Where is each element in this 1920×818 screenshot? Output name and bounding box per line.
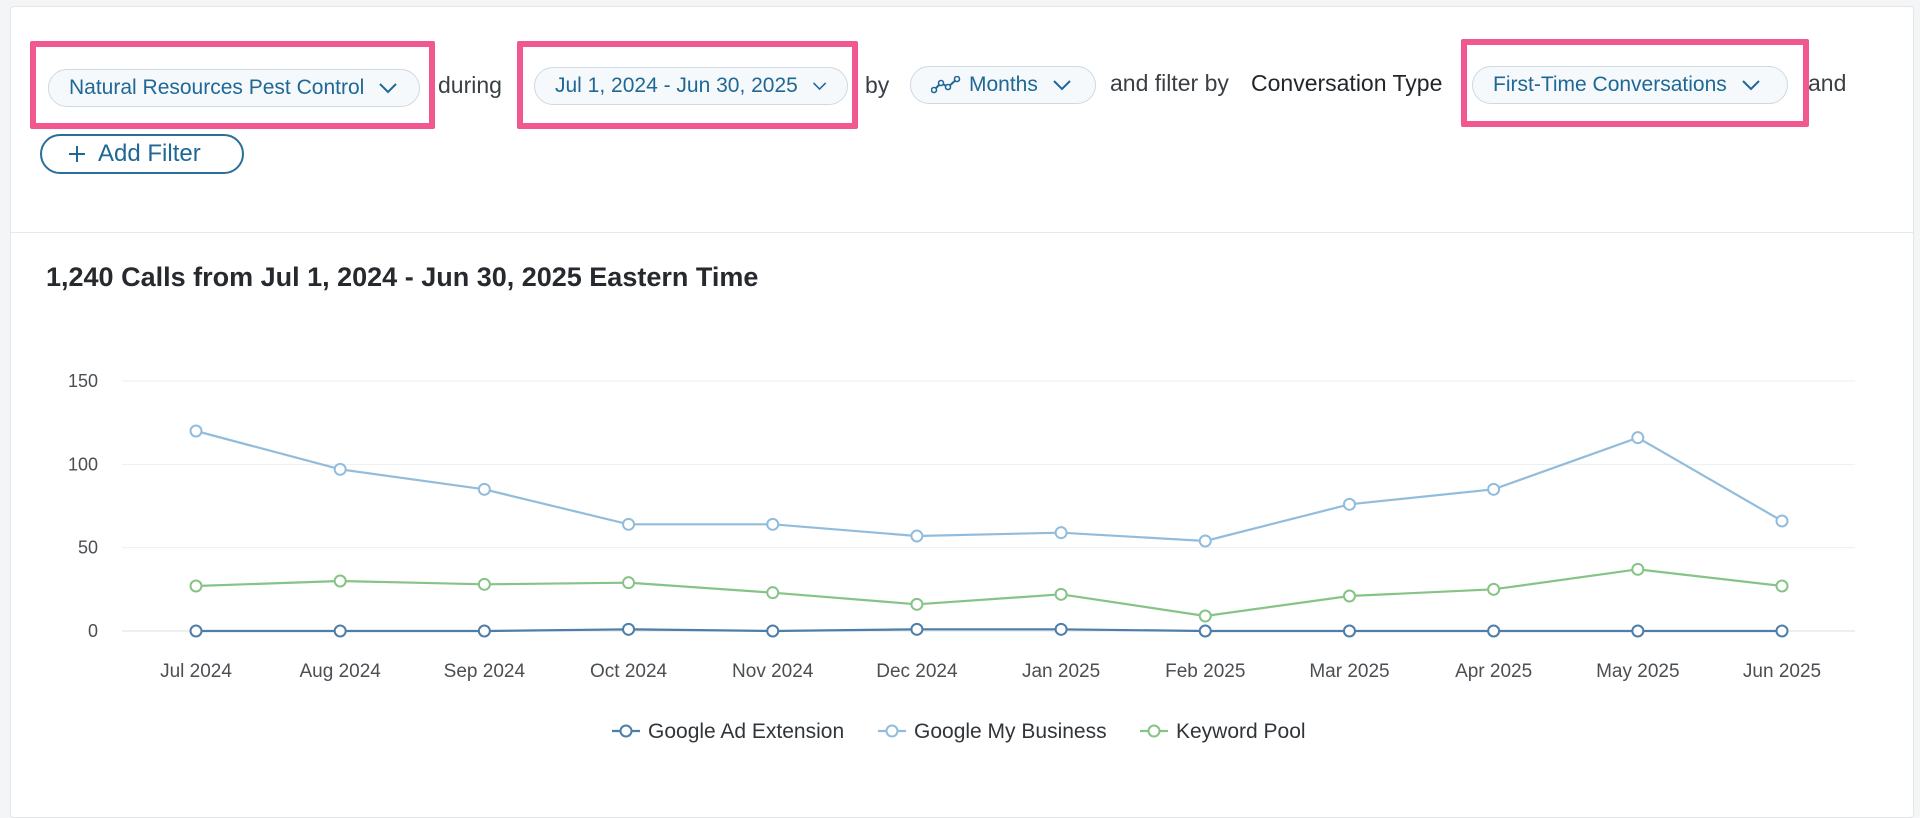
x-tick-label: Apr 2025 bbox=[1455, 661, 1532, 682]
filter-field-text: Conversation Type bbox=[1251, 70, 1443, 96]
data-point bbox=[189, 579, 203, 593]
series-line bbox=[195, 568, 1783, 618]
account-dropdown-label: Natural Resources Pest Control bbox=[69, 76, 365, 99]
legend-marker bbox=[885, 724, 899, 738]
x-tick-label: Feb 2025 bbox=[1165, 661, 1245, 682]
x-tick-label: Jul 2024 bbox=[160, 661, 232, 682]
filter-bar bbox=[11, 7, 1913, 233]
data-point bbox=[622, 517, 636, 531]
data-point bbox=[622, 622, 636, 636]
date-range-dropdown[interactable]: Jul 1, 2024 - Jun 30, 2025 bbox=[534, 67, 848, 105]
y-tick-label: 150 bbox=[68, 371, 98, 391]
x-tick-label: Dec 2024 bbox=[876, 661, 958, 682]
data-point bbox=[477, 577, 491, 591]
data-point bbox=[622, 576, 636, 590]
x-tick-label: Sep 2024 bbox=[444, 661, 526, 682]
data-point bbox=[766, 624, 780, 638]
y-tick-label: 100 bbox=[68, 454, 98, 474]
conversation-type-highlight bbox=[1461, 39, 1809, 127]
data-point bbox=[1487, 624, 1501, 638]
data-point bbox=[910, 622, 924, 636]
data-point bbox=[1631, 562, 1645, 576]
data-point bbox=[477, 482, 491, 496]
data-point bbox=[1775, 579, 1789, 593]
chevron-down-icon bbox=[1053, 80, 1071, 91]
x-tick-label: Oct 2024 bbox=[590, 661, 668, 682]
legend-marker bbox=[619, 724, 633, 738]
granularity-dropdown[interactable]: Months bbox=[910, 66, 1096, 104]
y-tick-label: 0 bbox=[88, 621, 98, 641]
y-tick-label: 50 bbox=[78, 538, 98, 558]
x-tick-label: Jan 2025 bbox=[1022, 661, 1100, 682]
data-point bbox=[1631, 624, 1645, 638]
during-text: during bbox=[438, 72, 502, 98]
x-tick-label: Mar 2025 bbox=[1309, 661, 1389, 682]
conversation-type-label: First-Time Conversations bbox=[1493, 73, 1727, 96]
data-point bbox=[1198, 609, 1212, 623]
report-card bbox=[10, 6, 1914, 818]
date-range-highlight bbox=[517, 41, 858, 129]
data-point bbox=[333, 462, 347, 476]
data-point bbox=[766, 586, 780, 600]
data-point bbox=[189, 424, 203, 438]
data-point bbox=[910, 597, 924, 611]
x-tick-label: May 2025 bbox=[1596, 661, 1679, 682]
chevron-down-icon bbox=[379, 83, 398, 94]
legend-marker bbox=[1147, 724, 1161, 738]
chevron-down-icon bbox=[1742, 80, 1760, 91]
data-point bbox=[189, 624, 203, 638]
conversation-type-dropdown[interactable]: First-Time Conversations bbox=[1472, 66, 1788, 104]
data-point bbox=[1631, 431, 1645, 445]
chevron-down-icon bbox=[812, 82, 827, 91]
data-point bbox=[910, 529, 924, 543]
data-point bbox=[477, 624, 491, 638]
x-tick-label: Nov 2024 bbox=[732, 661, 814, 682]
filter-by-text: and filter by bbox=[1110, 70, 1229, 96]
data-point bbox=[1198, 534, 1212, 548]
legend-label: Google Ad Extension bbox=[648, 720, 844, 743]
series-line bbox=[196, 628, 1782, 633]
data-point bbox=[1054, 526, 1068, 540]
data-point bbox=[1054, 622, 1068, 636]
add-filter-button[interactable]: Add Filter bbox=[40, 134, 244, 174]
data-point bbox=[333, 574, 347, 588]
chart-title: 1,240 Calls from Jul 1, 2024 - Jun 30, 2… bbox=[46, 262, 759, 292]
account-highlight bbox=[30, 41, 435, 129]
data-point bbox=[1342, 589, 1356, 603]
data-point bbox=[1487, 582, 1501, 596]
by-text: by bbox=[865, 72, 890, 98]
plus-icon bbox=[69, 146, 85, 162]
legend-label: Keyword Pool bbox=[1176, 720, 1306, 743]
data-point bbox=[1775, 514, 1789, 528]
granularity-label: Months bbox=[969, 73, 1038, 96]
data-point bbox=[333, 624, 347, 638]
line-chart-icon bbox=[931, 76, 961, 94]
x-tick-label: Aug 2024 bbox=[300, 661, 382, 682]
data-point bbox=[1342, 624, 1356, 638]
add-filter-label: Add Filter bbox=[98, 140, 201, 167]
data-point bbox=[1198, 624, 1212, 638]
series-line bbox=[195, 429, 1783, 543]
x-tick-label: Jun 2025 bbox=[1743, 661, 1821, 682]
date-range-label: Jul 1, 2024 - Jun 30, 2025 bbox=[555, 74, 798, 97]
account-dropdown[interactable]: Natural Resources Pest Control bbox=[48, 69, 420, 107]
data-point bbox=[766, 517, 780, 531]
data-point bbox=[1487, 482, 1501, 496]
legend-label: Google My Business bbox=[914, 720, 1107, 743]
and-text: and bbox=[1808, 70, 1847, 96]
data-point bbox=[1775, 624, 1789, 638]
data-point bbox=[1054, 587, 1068, 601]
data-point bbox=[1342, 497, 1356, 511]
